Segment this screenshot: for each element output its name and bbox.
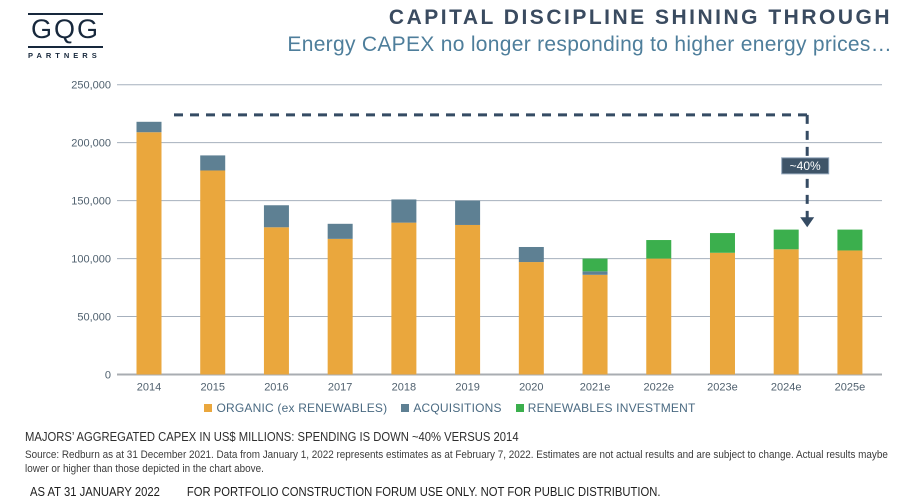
page-subtitle: Energy CAPEX no longer responding to hig… bbox=[287, 33, 892, 56]
bar-segment-2025e bbox=[837, 229, 863, 251]
bar-segment-2019 bbox=[455, 224, 481, 375]
y-axis-label: 100,000 bbox=[71, 254, 111, 266]
x-axis-label: 2021e bbox=[580, 382, 611, 394]
y-axis-label: 250,000 bbox=[71, 80, 111, 92]
logo-subtext: PARTNERS bbox=[28, 50, 101, 60]
legend-label: RENEWABLES INVESTMENT bbox=[527, 401, 696, 415]
annotation-label-box bbox=[781, 157, 830, 175]
bar-segment-2021e bbox=[582, 271, 608, 275]
bar-segment-2023e bbox=[709, 233, 735, 253]
bar-segment-2014 bbox=[136, 121, 162, 133]
bar-segment-2025e bbox=[837, 250, 863, 375]
bar-segment-2021e bbox=[582, 258, 608, 272]
legend-label: ORGANIC (ex RENEWABLES) bbox=[216, 401, 388, 415]
logo-wordmark: GQG bbox=[28, 13, 104, 48]
x-axis-label: 2014 bbox=[137, 382, 161, 394]
x-axis-label: 2023e bbox=[707, 382, 738, 394]
x-axis-label: 2015 bbox=[200, 382, 224, 394]
x-axis-label: 2020 bbox=[519, 382, 543, 394]
y-axis-label: 0 bbox=[105, 370, 111, 382]
x-axis-label: 2024e bbox=[771, 382, 802, 394]
gqg-logo: GQG PARTNERS bbox=[28, 13, 104, 60]
y-axis-label: 150,000 bbox=[71, 196, 111, 208]
y-axis-label: 200,000 bbox=[71, 138, 111, 150]
legend-label: ACQUISITIONS bbox=[413, 401, 502, 415]
header: CAPITAL DISCIPLINE SHINING THROUGH Energ… bbox=[287, 6, 892, 57]
legend-swatch bbox=[204, 404, 213, 412]
x-axis-label: 2025e bbox=[835, 382, 866, 394]
y-axis-label: 50,000 bbox=[77, 312, 111, 324]
bar-segment-2015 bbox=[200, 155, 226, 171]
footer-disclaimer: FOR PORTFOLIO CONSTRUCTION FORUM USE ONL… bbox=[186, 485, 661, 499]
x-axis-label: 2018 bbox=[392, 382, 416, 394]
chart-caption: MAJORS’ AGGREGATED CAPEX IN US$ MILLIONS… bbox=[25, 430, 519, 444]
bar-segment-2018 bbox=[391, 222, 417, 375]
bar-segment-2021e bbox=[582, 274, 608, 375]
bar-segment-2017 bbox=[327, 238, 353, 375]
x-axis-label: 2022e bbox=[643, 382, 674, 394]
capex-bar-chart: 0 50,000 100,000 150,000 200,000 250,000 2014 2… bbox=[71, 80, 882, 394]
legend-item: ORGANIC (ex RENEWABLES) bbox=[204, 401, 387, 415]
legend-item: RENEWABLES INVESTMENT bbox=[515, 401, 696, 415]
bar-segment-2020 bbox=[518, 262, 544, 375]
bar-segment-2020 bbox=[518, 246, 544, 263]
bar-segment-2022e bbox=[646, 258, 672, 375]
footer-as-at-date: AS AT 31 JANUARY 2022 bbox=[30, 485, 160, 499]
bar-segment-2014 bbox=[136, 132, 162, 375]
page-title: CAPITAL DISCIPLINE SHINING THROUGH bbox=[388, 6, 892, 29]
bar-segment-2024e bbox=[773, 249, 799, 375]
bar-segment-2024e bbox=[773, 229, 799, 250]
x-axis-label: 2017 bbox=[328, 382, 352, 394]
annotation-label: ~40% bbox=[790, 159, 821, 173]
bar-segment-2023e bbox=[709, 252, 735, 375]
bar-segment-2017 bbox=[327, 223, 353, 239]
legend-item: ACQUISITIONS bbox=[401, 401, 502, 415]
bar-segment-2022e bbox=[646, 240, 672, 259]
chart-legend: ORGANIC (ex RENEWABLES) ACQUISITIONS RENEW… bbox=[0, 401, 900, 415]
bar-segment-2019 bbox=[455, 200, 481, 225]
source-note: Source: Redburn as at 31 December 2021. … bbox=[25, 449, 888, 476]
legend-swatch bbox=[401, 404, 410, 412]
bar-segment-2016 bbox=[263, 227, 289, 375]
footer: AS AT 31 JANUARY 2022 FOR PORTFOLIO CONS… bbox=[30, 485, 660, 499]
annotation-arrow bbox=[800, 217, 815, 228]
x-axis-label: 2016 bbox=[264, 382, 288, 394]
bar-segment-2016 bbox=[263, 205, 289, 228]
bar-segment-2018 bbox=[391, 199, 417, 223]
legend-swatch bbox=[515, 404, 524, 412]
x-axis-label: 2019 bbox=[455, 382, 479, 394]
bar-segment-2015 bbox=[200, 170, 226, 375]
